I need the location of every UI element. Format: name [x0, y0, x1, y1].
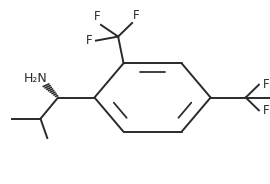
Text: F: F	[94, 10, 100, 23]
Text: F: F	[86, 34, 93, 47]
Text: F: F	[133, 8, 139, 22]
Text: F: F	[263, 104, 269, 117]
Text: H₂N: H₂N	[24, 72, 48, 85]
Text: F: F	[263, 78, 269, 91]
